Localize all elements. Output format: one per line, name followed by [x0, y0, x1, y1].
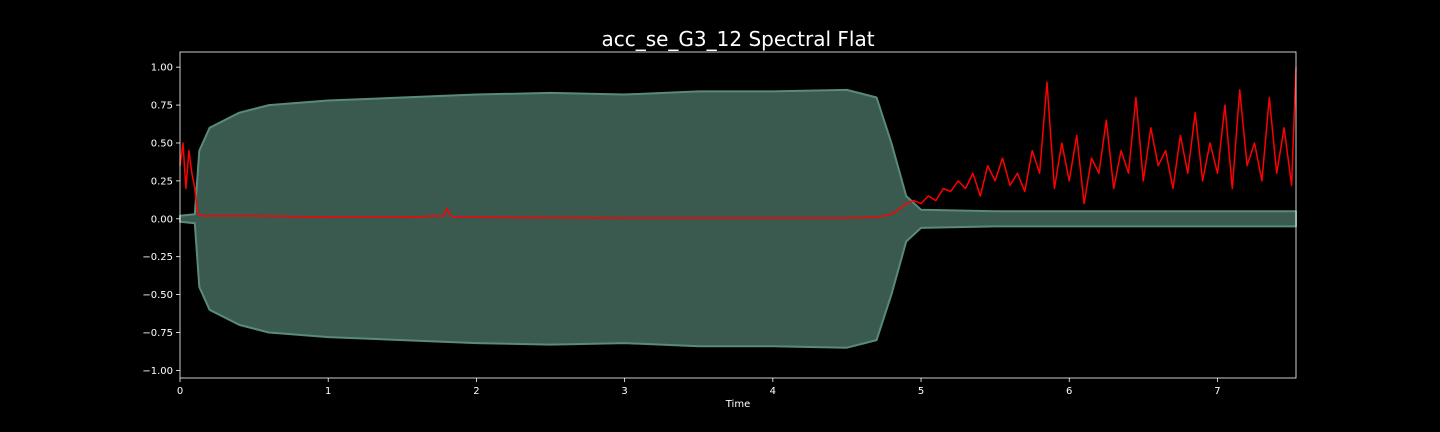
y-tick-label: −0.50	[142, 290, 173, 301]
x-tick-label: 5	[918, 386, 924, 397]
y-tick-label: 1.00	[151, 63, 173, 74]
chart-title: acc_se_G3_12 Spectral Flat	[601, 27, 874, 51]
y-tick-label: 0.75	[151, 101, 173, 112]
y-tick-label: −1.00	[142, 366, 173, 377]
y-tick-label: 0.00	[151, 214, 173, 225]
x-tick-label: 4	[770, 386, 776, 397]
x-tick-label: 3	[621, 386, 627, 397]
spectral-flatness-line	[179, 67, 1297, 219]
x-tick-label: 2	[473, 386, 479, 397]
x-tick-label: 6	[1066, 386, 1072, 397]
x-axis-ticks: 0 1 2 3 4 5 6 7	[177, 378, 1221, 397]
y-tick-label: 0.25	[151, 176, 173, 187]
y-tick-label: −0.75	[142, 328, 173, 339]
x-tick-label: 1	[325, 386, 331, 397]
x-tick-label: 0	[177, 386, 183, 397]
axes-frame	[179, 51, 1297, 379]
y-tick-label: 0.50	[151, 138, 173, 149]
y-tick-label: −0.25	[142, 252, 173, 263]
x-axis-label: Time	[725, 399, 750, 410]
x-tick-label: 7	[1214, 386, 1220, 397]
y-axis-ticks: −1.00 −0.75 −0.50 −0.25 0.00 0.25 0.50 0.75 1.00	[142, 63, 180, 377]
